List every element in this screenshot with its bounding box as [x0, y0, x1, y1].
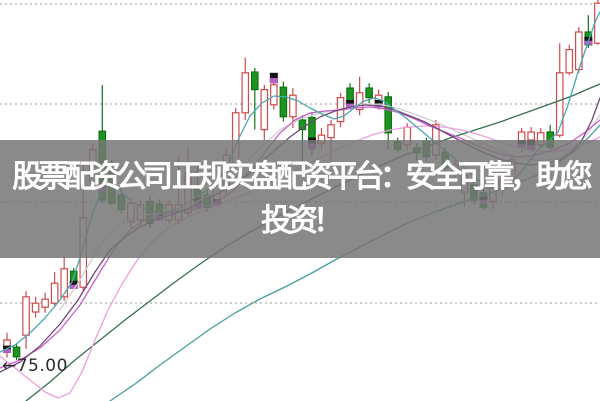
candle-body	[41, 298, 49, 308]
candle-body	[241, 72, 250, 114]
candle-body	[289, 94, 297, 118]
signal-marker-accent	[3, 349, 11, 353]
candle-body	[250, 71, 259, 91]
promo-overlay-banner: 股票配资公司 正规实盘配资平台：安全可靠，助您 投资！	[0, 140, 600, 258]
candle-body	[22, 296, 30, 336]
candle-body	[260, 88, 269, 131]
price-marker-label: ←75.00	[2, 356, 68, 376]
candle-body	[565, 48, 574, 74]
candle-body	[279, 86, 288, 118]
candle-body	[270, 84, 278, 106]
signal-marker-accent	[269, 78, 278, 84]
candle-body	[527, 131, 535, 141]
candle-body	[365, 87, 373, 99]
promo-title-line1: 股票配资公司 正规实盘配资平台：安全可靠，助您	[12, 159, 593, 194]
candle-body	[60, 268, 68, 298]
candle-body	[298, 119, 307, 131]
candle-body	[346, 87, 354, 103]
candle-body	[50, 282, 59, 304]
candle-body	[384, 96, 393, 134]
candle-body	[12, 346, 21, 358]
promo-title-line2: 投资！	[261, 203, 344, 238]
signal-marker-accent	[69, 284, 78, 289]
candle-body	[31, 302, 40, 313]
candle-body	[327, 124, 335, 139]
signal-marker-accent	[346, 103, 355, 108]
candle-body	[555, 72, 564, 136]
